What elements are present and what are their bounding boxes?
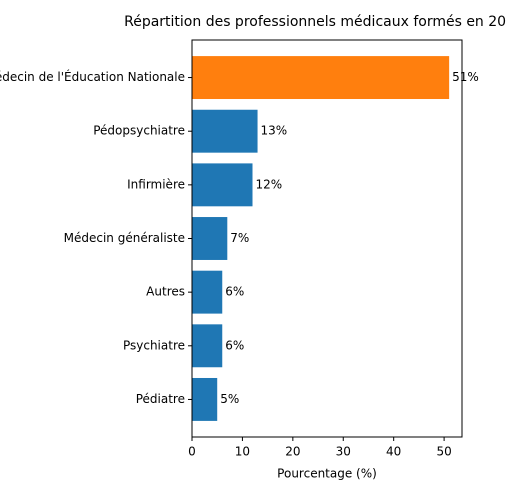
bar [192,56,450,100]
bar [192,163,253,207]
value-label: 7% [230,231,249,245]
y-tick-label: Autres [146,285,185,299]
value-label: 5% [220,392,239,406]
x-tick-label: 10 [235,445,250,459]
y-tick-label: Médecin de l'Éducation Nationale [0,69,185,84]
x-tick-label: 0 [188,445,196,459]
value-label: 6% [225,285,244,299]
bar [192,109,258,153]
bar [192,324,223,368]
bar [192,270,223,314]
y-tick-label: Pédiatre [136,392,185,406]
y-tick-label: Pédopsychiatre [93,124,185,138]
value-label: 6% [225,338,244,352]
value-label: 12% [256,177,283,191]
bar [192,377,218,421]
plot-frame [191,39,463,438]
x-tick-label: 30 [336,445,351,459]
y-tick-label: Psychiatre [123,338,185,352]
y-tick-label: Infirmière [127,177,185,191]
x-tick-label: 50 [436,445,451,459]
x-axis-label: Pourcentage (%) [277,467,377,481]
x-tick-label: 20 [285,445,300,459]
bar [192,217,228,260]
x-tick-label: 40 [386,445,401,459]
value-label: 13% [261,124,288,138]
value-label: 51% [452,70,479,84]
y-tick-label: Médecin généraliste [64,231,185,245]
chart-title: Répartition des professionnels médicaux … [124,14,507,30]
